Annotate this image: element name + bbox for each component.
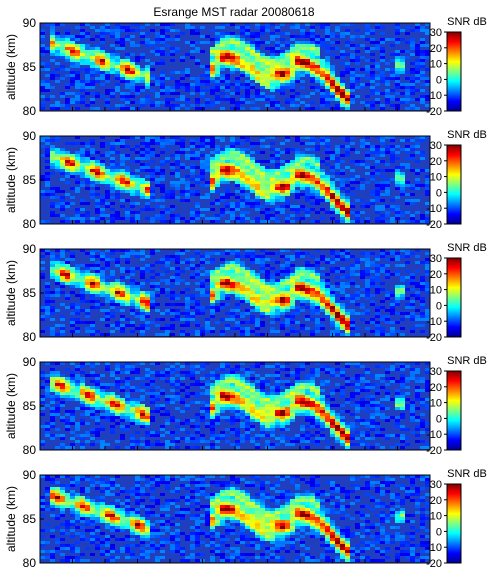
colorbar-label: SNR dB	[447, 355, 487, 367]
colorbar-tick-label: 30	[430, 140, 442, 152]
y-tick-label: 85	[23, 60, 37, 74]
colorbar	[446, 370, 462, 451]
snr-texture	[40, 136, 430, 223]
y-tick-label: 80	[23, 217, 37, 231]
colorbar-tick-label: 10	[430, 285, 442, 297]
colorbar-label: SNR dB	[447, 468, 487, 480]
y-axis-label: altitude (km)	[4, 373, 18, 439]
colorbar-tick-label: -10	[426, 316, 442, 328]
colorbar-tick-label: 0	[436, 74, 442, 86]
y-tick-label: 85	[23, 512, 37, 526]
colorbar-tick-label: 10	[430, 59, 442, 71]
colorbar-tick-label: 20	[430, 156, 442, 168]
colorbar	[446, 144, 462, 225]
colorbar-tick-label: -10	[426, 90, 442, 102]
colorbar-tick-label: 0	[436, 526, 442, 538]
colorbar-tick-label: -20	[426, 445, 442, 457]
y-axis-label: altitude (km)	[4, 486, 18, 552]
colorbar-tick-label: 30	[430, 27, 442, 39]
colorbar-label: SNR dB	[447, 242, 487, 254]
y-axis-label: altitude (km)	[4, 147, 18, 213]
colorbar-tick-label: 20	[430, 495, 442, 507]
panel-1: 90 85 80 altitude (km) SNR dB 30 20 10 0 -10 -20	[4, 16, 487, 118]
panel-5: 90 85 80 altitude (km) SNR dB 30 20 10 0 -10 -20	[4, 468, 487, 570]
y-tick-label: 80	[23, 556, 37, 570]
y-tick-label: 90	[23, 468, 37, 482]
colorbar-label: SNR dB	[447, 129, 487, 141]
y-tick-label: 90	[23, 129, 37, 143]
colorbar-tick-label: -10	[426, 542, 442, 554]
panel-3: 90 85 80 altitude (km) SNR dB 30 20 10 0 -10 -20	[4, 242, 487, 344]
y-tick-label: 80	[23, 443, 37, 457]
colorbar-tick-label: 30	[430, 366, 442, 378]
colorbar-tick-label: 0	[436, 413, 442, 425]
colorbar-tick-label: 0	[436, 187, 442, 199]
colorbar-tick-label: 10	[430, 398, 442, 410]
colorbar-tick-label: 0	[436, 300, 442, 312]
colorbar-tick-label: 20	[430, 43, 442, 55]
colorbar-tick-label: -10	[426, 429, 442, 441]
y-tick-label: 90	[23, 242, 37, 256]
colorbar-tick-label: 20	[430, 269, 442, 281]
snr-texture	[40, 23, 430, 110]
panel-4: 90 85 80 altitude (km) SNR dB 30 20 10 0 -10 -20	[4, 355, 487, 457]
colorbar-tick-label: -20	[426, 219, 442, 231]
y-tick-label: 80	[23, 330, 37, 344]
colorbar-tick-label: -20	[426, 106, 442, 118]
colorbar-tick-label: 30	[430, 253, 442, 265]
colorbar-tick-label: 10	[430, 172, 442, 184]
colorbar-tick-label: -20	[426, 558, 442, 570]
colorbar-tick-label: 20	[430, 382, 442, 394]
y-tick-label: 90	[23, 16, 37, 30]
y-axis-label: altitude (km)	[4, 34, 18, 100]
colorbar-tick-label: -10	[426, 203, 442, 215]
colorbar-tick-label: 30	[430, 479, 442, 491]
colorbar-label: SNR dB	[447, 16, 487, 28]
y-tick-label: 85	[23, 286, 37, 300]
y-axis-label: altitude (km)	[4, 260, 18, 326]
y-tick-label: 85	[23, 173, 37, 187]
panel-2: 90 85 80 altitude (km) SNR dB 30 20 10 0 -10 -20	[4, 129, 487, 231]
colorbar-tick-label: 10	[430, 511, 442, 523]
snr-texture	[40, 475, 430, 562]
y-tick-label: 90	[23, 355, 37, 369]
y-tick-label: 85	[23, 399, 37, 413]
colorbar	[446, 257, 462, 338]
snr-texture	[40, 249, 430, 336]
figure-title: Esrange MST radar 20080618	[153, 5, 315, 19]
colorbar	[446, 483, 462, 564]
colorbar-tick-label: -20	[426, 332, 442, 344]
snr-texture	[40, 362, 430, 449]
colorbar	[446, 31, 462, 112]
y-tick-label: 80	[23, 104, 37, 118]
